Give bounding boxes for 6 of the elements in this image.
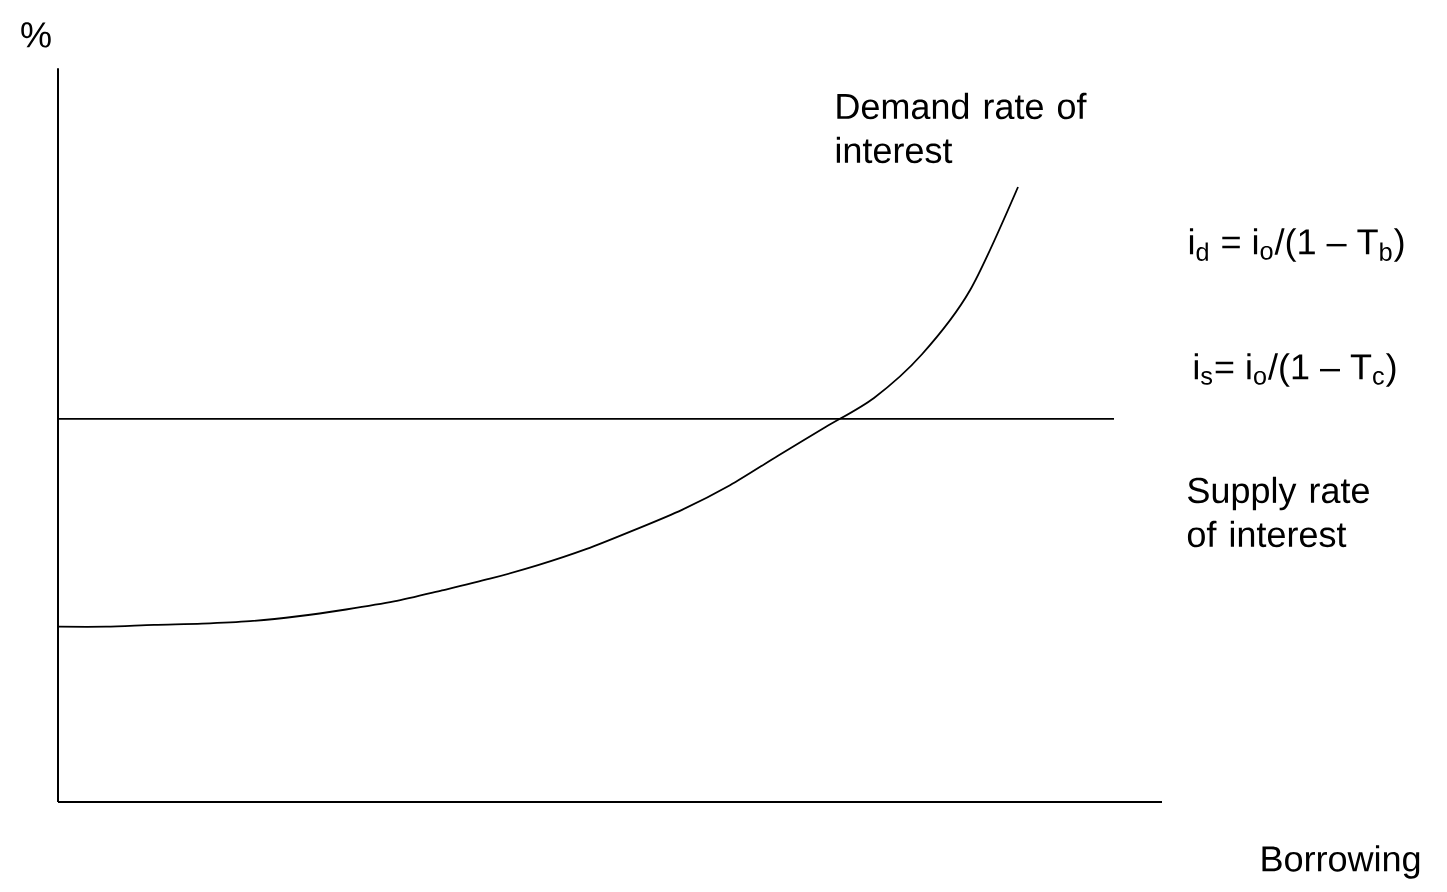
text: Supply rate of interest [1187, 476, 1369, 548]
text: i$_{d}$ = i$_{o}$/(1 – T$_{b}$) [1189, 228, 1404, 262]
y-axis-title: % [21, 22, 51, 48]
text: i$_{s}$= i$_{o}$/(1 – T$_{c}$) [1194, 353, 1396, 387]
text: Demand rate of interest [836, 92, 1087, 164]
x-axis-title: Borrowing [1262, 845, 1420, 879]
